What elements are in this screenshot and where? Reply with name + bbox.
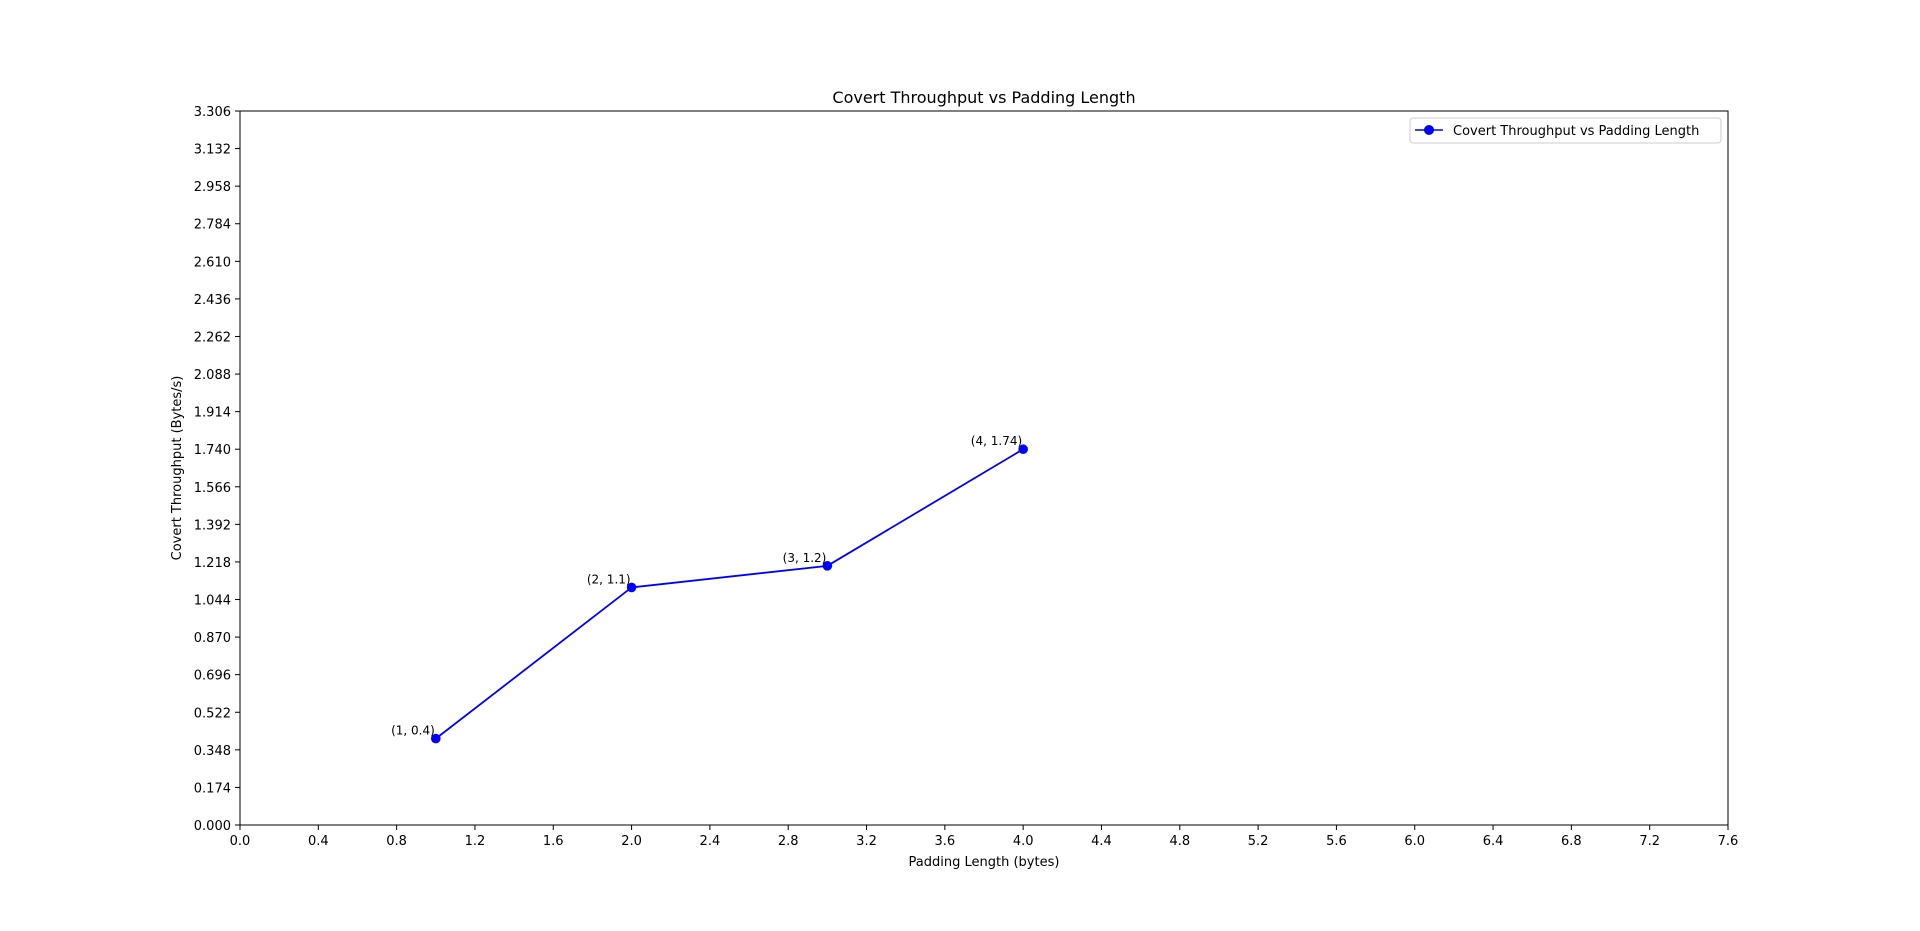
data-point-label: (3, 1.2) (783, 551, 827, 565)
legend-box (1409, 117, 1722, 144)
y-tick-label: 3.306 (194, 105, 231, 120)
x-tick-label: 4.8 (1169, 834, 1190, 849)
legend-entry-label: Covert Throughput vs Padding Length (1453, 124, 1699, 139)
y-axis-label: Covert Throughput (Bytes/s) (170, 376, 185, 561)
y-tick-label: 2.784 (194, 218, 231, 233)
x-tick-label: 6.0 (1404, 834, 1425, 849)
data-point (1018, 444, 1028, 455)
x-tick-label: 4.0 (1013, 834, 1034, 849)
x-tick-label: 2.4 (700, 834, 721, 849)
x-tick-label: 7.2 (1639, 834, 1660, 849)
legend-marker-swatch (1424, 125, 1434, 135)
y-tick-label: 2.610 (194, 255, 231, 270)
data-labels: (1, 0.4) (2, 1.1) (3, 1.2) (4, 1.74) (391, 434, 1022, 737)
y-tick-label: 0.522 (194, 706, 231, 721)
y-tick-label: 1.044 (194, 594, 231, 609)
y-tick-label: 0.348 (194, 744, 231, 759)
y-tick-label: 2.262 (194, 330, 231, 345)
x-tick-label: 0.8 (386, 834, 407, 849)
x-tick-label: 0.0 (230, 834, 251, 849)
x-tick-label: 1.2 (465, 834, 486, 849)
series-line (435, 448, 1024, 740)
y-tick-label: 1.218 (194, 556, 231, 571)
y-tick-label: 2.088 (194, 368, 231, 383)
y-tick-label: 1.392 (194, 518, 231, 533)
y-tick-label: 3.132 (194, 143, 231, 158)
y-tick-label: 2.436 (194, 293, 231, 308)
x-tick-label: 5.6 (1326, 834, 1347, 849)
data-point (626, 582, 637, 593)
x-axis-label: Padding Length (bytes) (909, 855, 1060, 870)
series-layer (430, 444, 1028, 744)
x-tick-label: 3.2 (856, 834, 877, 849)
x-axis-ticks: 0.0 0.4 0.8 1.2 1.6 2.0 2.4 2.8 3.2 3.6 4.0 4.4 4.8 5… (230, 825, 1739, 849)
legend: Covert Throughput vs Padding Length (1409, 117, 1722, 144)
y-tick-label: 1.566 (194, 481, 231, 496)
x-tick-label: 6.4 (1483, 834, 1504, 849)
x-tick-label: 2.8 (778, 834, 799, 849)
x-tick-label: 1.6 (543, 834, 564, 849)
x-tick-label: 4.4 (1091, 834, 1112, 849)
x-tick-label: 6.8 (1561, 834, 1582, 849)
plot-area-frame (239, 110, 1729, 826)
y-tick-label: 2.958 (194, 180, 231, 195)
x-tick-label: 7.6 (1718, 834, 1739, 849)
y-tick-label: 1.740 (194, 443, 231, 458)
x-tick-label: 5.2 (1248, 834, 1269, 849)
y-tick-label: 0.000 (194, 819, 231, 834)
x-tick-label: 2.0 (621, 834, 642, 849)
y-tick-label: 0.696 (194, 669, 231, 684)
x-tick-label: 3.6 (934, 834, 955, 849)
y-tick-label: 0.870 (194, 631, 231, 646)
y-tick-label: 0.174 (194, 781, 231, 796)
data-point (822, 561, 833, 571)
y-axis-ticks: 0.000 0.174 0.348 0.522 0.696 0.870 1.044 1.218… (194, 105, 240, 834)
x-tick-label: 0.4 (308, 834, 329, 849)
data-point-label: (2, 1.1) (587, 572, 631, 586)
data-point-label: (1, 0.4) (391, 724, 435, 738)
y-tick-label: 1.914 (194, 406, 231, 421)
data-point-label: (4, 1.74) (971, 434, 1022, 448)
chart-title: Covert Throughput vs Padding Length (832, 88, 1135, 107)
data-point (430, 733, 441, 744)
